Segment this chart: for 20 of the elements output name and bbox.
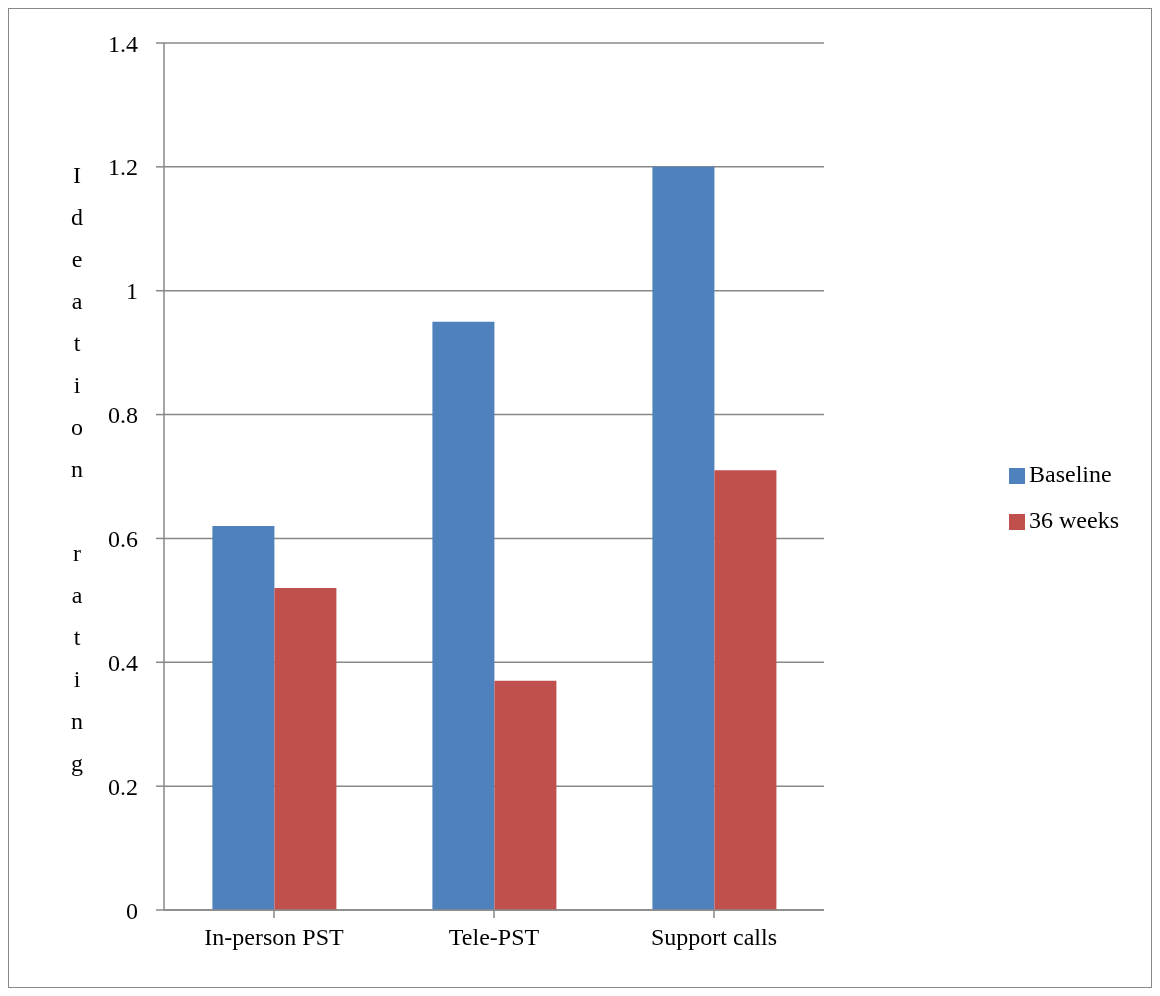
y-tick-label: 0.4 [108, 649, 138, 676]
y-tick-label: 0 [126, 897, 138, 924]
bar [494, 680, 557, 910]
bar [212, 526, 275, 910]
x-tick-label: Tele-PST [448, 924, 540, 951]
legend-label: 36 weeks [1029, 507, 1119, 533]
x-tick-label: Support calls [651, 924, 778, 951]
y-tick-label: 1.4 [108, 30, 138, 57]
bar [274, 587, 337, 910]
y-tick-label: 0.2 [108, 773, 138, 800]
bar [432, 321, 495, 910]
y-tick-label: 0.6 [108, 525, 138, 552]
bar [652, 166, 715, 910]
y-tick-label: 0.8 [108, 402, 138, 429]
legend-label: Baseline [1029, 461, 1112, 487]
y-tick-label: 1.2 [108, 154, 138, 181]
bar [714, 470, 777, 910]
y-tick-label: 1 [126, 278, 138, 305]
x-tick-label: In-person PST [204, 924, 344, 951]
text: Ideation rating [71, 161, 83, 776]
